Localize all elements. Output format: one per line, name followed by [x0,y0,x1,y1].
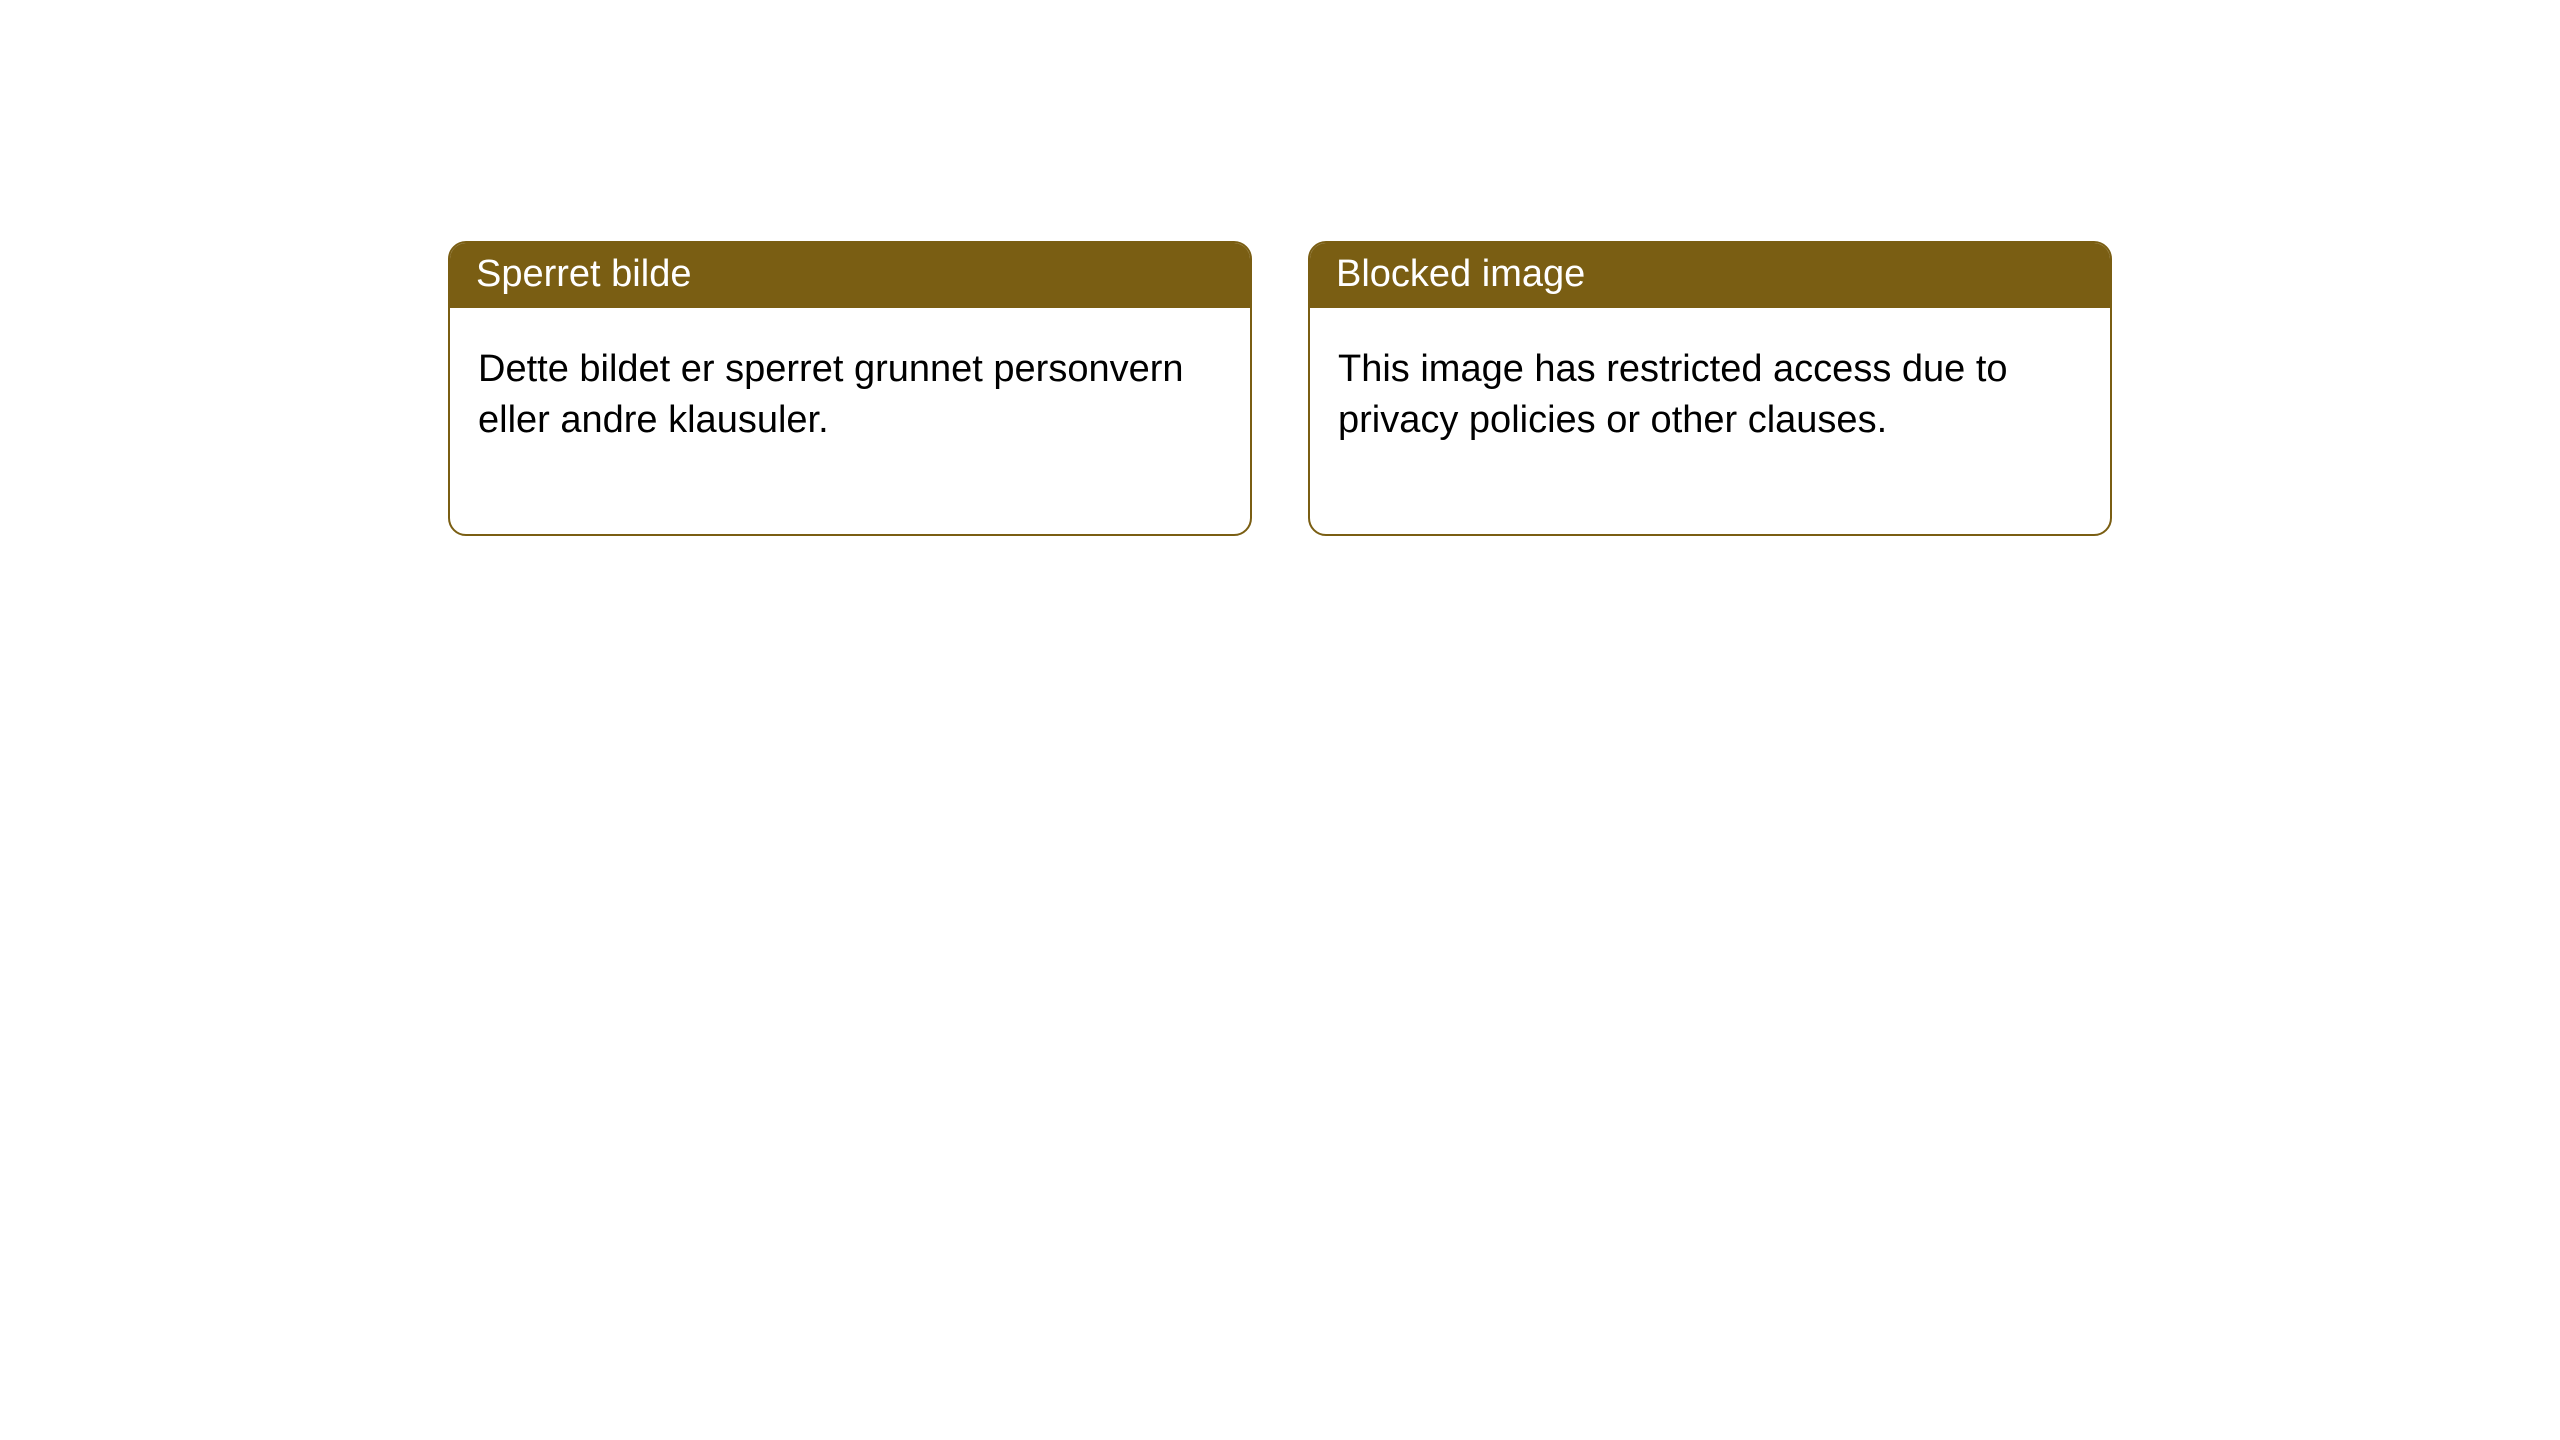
card-body: This image has restricted access due to … [1310,308,2110,535]
notice-cards-container: Sperret bilde Dette bildet er sperret gr… [0,0,2560,536]
card-body: Dette bildet er sperret grunnet personve… [450,308,1250,535]
card-header: Sperret bilde [450,243,1250,308]
blocked-image-card-en: Blocked image This image has restricted … [1308,241,2112,536]
card-body-text: This image has restricted access due to … [1338,348,2008,441]
card-body-text: Dette bildet er sperret grunnet personve… [478,348,1184,441]
card-header: Blocked image [1310,243,2110,308]
card-title: Blocked image [1336,253,1585,295]
blocked-image-card-no: Sperret bilde Dette bildet er sperret gr… [448,241,1252,536]
card-title: Sperret bilde [476,253,691,295]
